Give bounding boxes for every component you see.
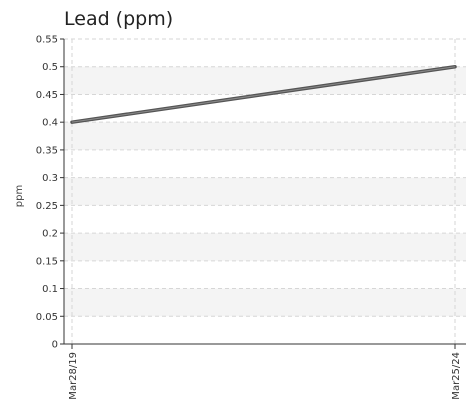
grid-band [64, 66, 466, 95]
y-tick-label: 0.5 [42, 62, 58, 73]
gridlines [64, 38, 466, 344]
y-tick-label: 0.15 [36, 256, 58, 267]
y-tick-label: 0.35 [36, 145, 58, 156]
y-tick-label: 0.45 [36, 90, 58, 101]
series-line-highlight [71, 66, 456, 123]
y-tick-label: 0 [52, 340, 58, 351]
x-tick-label: Mar25/24 [451, 352, 462, 400]
x-tick-label: Mar28/19 [68, 352, 79, 400]
series-lines [70, 64, 457, 124]
y-tick-label: 0.3 [42, 173, 58, 184]
plot-background [64, 66, 466, 317]
y-tick-label: 0.1 [42, 284, 58, 295]
grid-band [64, 122, 466, 150]
grid-band [64, 288, 466, 317]
y-tick-label: 0.05 [36, 312, 58, 323]
y-tick-label: 0.2 [42, 229, 58, 240]
y-tick-label: 0.4 [42, 118, 58, 129]
y-axis-label: ppm [14, 185, 25, 207]
y-axis: 0 0.05 0.1 0.15 0.2 0.25 0.3 0.35 0.4 0.45 0.5 0.55 [36, 35, 65, 351]
grid-band [64, 177, 466, 206]
chart-title: Lead (ppm) [64, 8, 173, 30]
y-tick-label: 0.25 [36, 201, 58, 212]
grid-band [64, 233, 466, 261]
x-axis: Mar28/19 Mar25/24 [64, 343, 466, 400]
y-tick-label: 0.55 [36, 35, 58, 46]
